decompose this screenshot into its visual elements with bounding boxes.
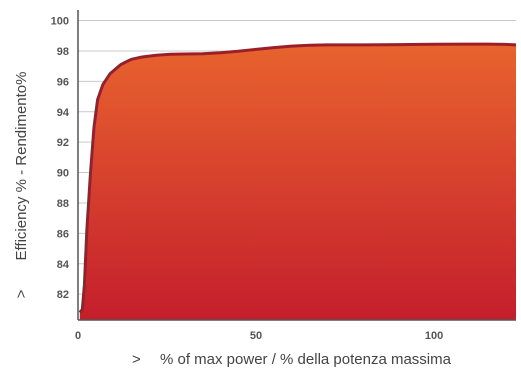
y-tick-94: 94	[57, 107, 70, 119]
y-tick-98: 98	[57, 46, 69, 58]
y-tick-96: 96	[57, 76, 69, 88]
y-tick-88: 88	[57, 198, 69, 210]
x-axis-marker: >	[132, 351, 141, 368]
y-tick-84: 84	[57, 259, 70, 271]
y-axis-title: Efficiency % - Rendimento%	[13, 72, 30, 261]
x-axis-title: % of max power / % della potenza massima	[160, 351, 452, 368]
y-tick-82: 82	[57, 289, 69, 301]
y-tick-labels: 82 84 86 88 90 92 94 96 98 100	[51, 16, 70, 302]
x-tick-50: 50	[250, 330, 262, 342]
y-tick-86: 86	[57, 228, 69, 240]
y-axis-marker: >	[13, 289, 30, 298]
y-tick-90: 90	[57, 168, 69, 180]
y-tick-92: 92	[57, 137, 69, 149]
x-tick-0: 0	[75, 330, 81, 342]
x-tick-labels: 0 50 100	[75, 330, 443, 342]
y-tick-100: 100	[51, 16, 69, 28]
efficiency-area	[80, 44, 516, 320]
x-tick-100: 100	[425, 330, 443, 342]
